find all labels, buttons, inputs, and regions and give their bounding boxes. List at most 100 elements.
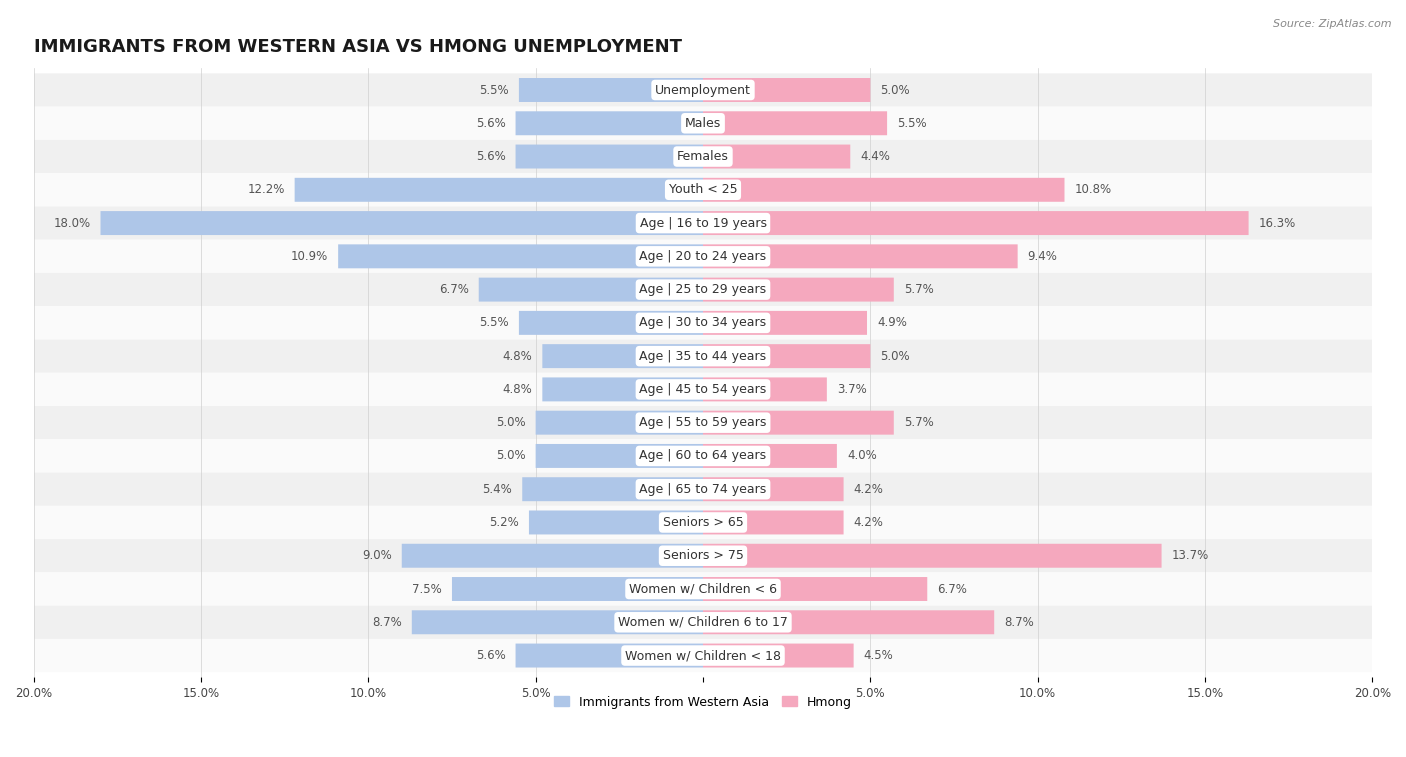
- Text: 6.7%: 6.7%: [938, 582, 967, 596]
- FancyBboxPatch shape: [703, 643, 853, 668]
- Legend: Immigrants from Western Asia, Hmong: Immigrants from Western Asia, Hmong: [550, 690, 856, 714]
- Text: Age | 65 to 74 years: Age | 65 to 74 years: [640, 483, 766, 496]
- FancyBboxPatch shape: [703, 178, 1064, 202]
- FancyBboxPatch shape: [703, 245, 1018, 268]
- FancyBboxPatch shape: [412, 610, 703, 634]
- FancyBboxPatch shape: [34, 606, 1372, 639]
- Text: 5.0%: 5.0%: [880, 83, 910, 96]
- FancyBboxPatch shape: [34, 506, 1372, 539]
- Text: Age | 25 to 29 years: Age | 25 to 29 years: [640, 283, 766, 296]
- Text: 4.8%: 4.8%: [502, 383, 533, 396]
- Text: 9.0%: 9.0%: [361, 550, 392, 562]
- FancyBboxPatch shape: [34, 572, 1372, 606]
- Text: 5.0%: 5.0%: [496, 450, 526, 463]
- FancyBboxPatch shape: [703, 378, 827, 401]
- FancyBboxPatch shape: [34, 339, 1372, 372]
- FancyBboxPatch shape: [34, 140, 1372, 173]
- Text: Unemployment: Unemployment: [655, 83, 751, 96]
- Text: 4.5%: 4.5%: [863, 649, 893, 662]
- FancyBboxPatch shape: [703, 444, 837, 468]
- FancyBboxPatch shape: [34, 173, 1372, 207]
- Text: 6.7%: 6.7%: [439, 283, 468, 296]
- Text: 12.2%: 12.2%: [247, 183, 284, 196]
- FancyBboxPatch shape: [516, 145, 703, 169]
- FancyBboxPatch shape: [703, 211, 1249, 235]
- Text: 5.6%: 5.6%: [475, 150, 506, 163]
- Text: 7.5%: 7.5%: [412, 582, 441, 596]
- FancyBboxPatch shape: [703, 610, 994, 634]
- FancyBboxPatch shape: [34, 406, 1372, 439]
- Text: Women w/ Children < 6: Women w/ Children < 6: [628, 582, 778, 596]
- FancyBboxPatch shape: [402, 544, 703, 568]
- Text: 5.4%: 5.4%: [482, 483, 512, 496]
- FancyBboxPatch shape: [519, 311, 703, 335]
- FancyBboxPatch shape: [703, 477, 844, 501]
- Text: 4.0%: 4.0%: [846, 450, 877, 463]
- FancyBboxPatch shape: [529, 510, 703, 534]
- Text: Seniors > 65: Seniors > 65: [662, 516, 744, 529]
- FancyBboxPatch shape: [703, 311, 868, 335]
- Text: Age | 16 to 19 years: Age | 16 to 19 years: [640, 217, 766, 229]
- Text: 18.0%: 18.0%: [53, 217, 90, 229]
- Text: 5.2%: 5.2%: [489, 516, 519, 529]
- Text: 5.7%: 5.7%: [904, 416, 934, 429]
- FancyBboxPatch shape: [100, 211, 703, 235]
- FancyBboxPatch shape: [34, 240, 1372, 273]
- Text: 5.5%: 5.5%: [479, 83, 509, 96]
- FancyBboxPatch shape: [516, 643, 703, 668]
- FancyBboxPatch shape: [703, 411, 894, 435]
- FancyBboxPatch shape: [543, 378, 703, 401]
- Text: Youth < 25: Youth < 25: [669, 183, 737, 196]
- Text: 10.9%: 10.9%: [291, 250, 328, 263]
- FancyBboxPatch shape: [34, 273, 1372, 307]
- FancyBboxPatch shape: [703, 577, 928, 601]
- FancyBboxPatch shape: [34, 73, 1372, 107]
- Text: Age | 30 to 34 years: Age | 30 to 34 years: [640, 316, 766, 329]
- FancyBboxPatch shape: [339, 245, 703, 268]
- FancyBboxPatch shape: [451, 577, 703, 601]
- FancyBboxPatch shape: [522, 477, 703, 501]
- Text: Age | 60 to 64 years: Age | 60 to 64 years: [640, 450, 766, 463]
- FancyBboxPatch shape: [536, 411, 703, 435]
- Text: 5.0%: 5.0%: [496, 416, 526, 429]
- Text: 9.4%: 9.4%: [1028, 250, 1057, 263]
- Text: 5.5%: 5.5%: [479, 316, 509, 329]
- Text: Age | 20 to 24 years: Age | 20 to 24 years: [640, 250, 766, 263]
- Text: IMMIGRANTS FROM WESTERN ASIA VS HMONG UNEMPLOYMENT: IMMIGRANTS FROM WESTERN ASIA VS HMONG UN…: [34, 38, 682, 56]
- FancyBboxPatch shape: [34, 439, 1372, 472]
- Text: 5.0%: 5.0%: [880, 350, 910, 363]
- FancyBboxPatch shape: [295, 178, 703, 202]
- FancyBboxPatch shape: [34, 372, 1372, 406]
- Text: Seniors > 75: Seniors > 75: [662, 550, 744, 562]
- Text: 3.7%: 3.7%: [837, 383, 866, 396]
- FancyBboxPatch shape: [34, 639, 1372, 672]
- Text: Males: Males: [685, 117, 721, 129]
- Text: 5.7%: 5.7%: [904, 283, 934, 296]
- Text: Source: ZipAtlas.com: Source: ZipAtlas.com: [1274, 19, 1392, 29]
- FancyBboxPatch shape: [703, 78, 870, 102]
- FancyBboxPatch shape: [519, 78, 703, 102]
- Text: Age | 45 to 54 years: Age | 45 to 54 years: [640, 383, 766, 396]
- FancyBboxPatch shape: [703, 145, 851, 169]
- FancyBboxPatch shape: [34, 539, 1372, 572]
- Text: 4.2%: 4.2%: [853, 516, 883, 529]
- Text: Age | 55 to 59 years: Age | 55 to 59 years: [640, 416, 766, 429]
- Text: Age | 35 to 44 years: Age | 35 to 44 years: [640, 350, 766, 363]
- FancyBboxPatch shape: [516, 111, 703, 136]
- Text: Females: Females: [678, 150, 728, 163]
- Text: 5.6%: 5.6%: [475, 649, 506, 662]
- Text: 4.4%: 4.4%: [860, 150, 890, 163]
- Text: Women w/ Children < 18: Women w/ Children < 18: [626, 649, 780, 662]
- Text: 4.9%: 4.9%: [877, 316, 907, 329]
- Text: 10.8%: 10.8%: [1074, 183, 1112, 196]
- FancyBboxPatch shape: [34, 472, 1372, 506]
- FancyBboxPatch shape: [478, 278, 703, 301]
- FancyBboxPatch shape: [536, 444, 703, 468]
- FancyBboxPatch shape: [703, 544, 1161, 568]
- FancyBboxPatch shape: [34, 207, 1372, 240]
- Text: 4.2%: 4.2%: [853, 483, 883, 496]
- Text: 8.7%: 8.7%: [1004, 615, 1033, 629]
- FancyBboxPatch shape: [34, 107, 1372, 140]
- Text: Women w/ Children 6 to 17: Women w/ Children 6 to 17: [619, 615, 787, 629]
- Text: 8.7%: 8.7%: [373, 615, 402, 629]
